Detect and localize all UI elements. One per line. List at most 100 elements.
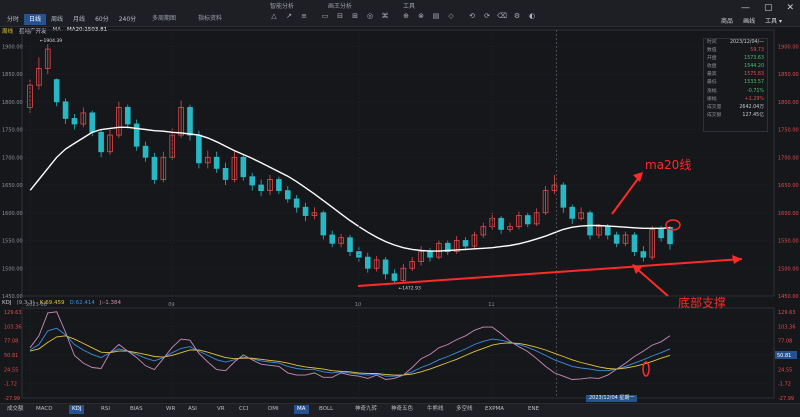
kdj-d-value: D:62.414	[69, 300, 95, 306]
info-key: 成交量	[707, 104, 722, 110]
tool-icon-5[interactable]: ⊞	[352, 12, 358, 20]
indicator-tab-17[interactable]: ENE	[528, 406, 540, 412]
tool-icon-6[interactable]: ◎	[366, 12, 374, 20]
window-controls: — ▢ ✕	[741, 3, 794, 13]
indicator-tab-4[interactable]: BIAS	[130, 406, 143, 412]
info-key: 振幅	[707, 96, 717, 102]
tools-menu[interactable]: 工具 ▾	[765, 18, 782, 25]
kdj-tick-right: 77.08	[778, 339, 792, 345]
tool-icon-12[interactable]: ⟲	[469, 12, 475, 20]
tool-icon-3[interactable]: ▭	[321, 12, 329, 20]
maximize-icon[interactable]: ▢	[763, 3, 773, 13]
indicator-tab-16[interactable]: EXPMA	[485, 406, 505, 412]
tab-3[interactable]: 月线	[73, 16, 86, 23]
tab-0[interactable]: 分时	[7, 16, 20, 23]
candle-body	[44, 48, 51, 69]
candle-body	[400, 267, 407, 281]
kdj-name: KDJ	[2, 300, 12, 306]
candle-body	[329, 234, 336, 244]
info-row: 涨幅 -0.71%	[704, 88, 767, 96]
indicator-tab-10[interactable]: MA	[294, 405, 309, 414]
indicator-tab-6[interactable]: ASI	[188, 406, 197, 412]
candle-body	[178, 106, 184, 136]
candle-body	[267, 179, 273, 191]
indicator-tab-11[interactable]: BOLL	[319, 406, 334, 412]
tab-4[interactable]: 60分	[95, 16, 109, 23]
price-tick-left: 1750.00	[2, 128, 23, 134]
tool-icon-1[interactable]: ↗	[286, 12, 292, 20]
price-tick-left: 1650.00	[2, 183, 23, 189]
tool-icon-4[interactable]: ⊟	[337, 12, 343, 20]
minimize-icon[interactable]: —	[740, 3, 750, 13]
price-tick-left: 1850.00	[2, 72, 23, 78]
kdj-tick-right: 103.36	[778, 324, 796, 330]
indicator-tab-14[interactable]: 牛熊线	[427, 406, 444, 412]
price-tick-right: 1650.00	[778, 183, 799, 189]
tool-icon-7[interactable]: ⌘	[381, 12, 389, 20]
tool-icon-10[interactable]: ▤	[432, 12, 440, 20]
price-tick-left: 1550.00	[2, 239, 23, 245]
tool-icon-8[interactable]: ⊕	[403, 12, 409, 20]
kdj-highlight-circle	[642, 361, 650, 377]
x-label-oct: 10	[355, 302, 361, 308]
commodity-link[interactable]: 商品	[721, 18, 734, 25]
indicator-tab-3[interactable]: RSI	[101, 406, 110, 412]
candle-body	[444, 242, 451, 253]
indicator-tab-7[interactable]: VR	[217, 406, 225, 412]
tool-icon-13[interactable]: ⟳	[484, 12, 490, 20]
candle-body	[142, 145, 149, 158]
close-icon[interactable]: ✕	[786, 3, 794, 13]
indicator-tab-0[interactable]: 成交额	[7, 406, 24, 412]
indicator-tab-15[interactable]: 多空线	[456, 406, 473, 412]
support-pointer-arrowhead	[632, 264, 642, 274]
tool-icon-11[interactable]: ◇	[448, 12, 454, 20]
candle-body	[293, 198, 300, 208]
price-tick-left: 1600.00	[2, 211, 23, 217]
candle-body	[36, 68, 42, 86]
indicator-tab-2[interactable]: KDJ	[69, 405, 85, 414]
indicator-tab-12[interactable]: 神奇九转	[355, 406, 378, 412]
tool-icon-9[interactable]: ⊗	[418, 12, 424, 20]
tool-icon-16[interactable]: ◐	[528, 12, 536, 20]
indicator-tab-9[interactable]: DMI	[268, 406, 279, 412]
tool-icon-15[interactable]: ⚙	[513, 12, 521, 20]
candle-body	[196, 134, 202, 164]
kdj-tick-left: 50.81	[4, 353, 18, 359]
tool-icon-0[interactable]: △	[271, 12, 277, 20]
indicator-tab-13[interactable]: 神奇五色	[391, 406, 414, 412]
candle-body	[560, 184, 567, 208]
candle-body	[338, 237, 344, 244]
indicator-info-link[interactable]: 指标资料	[198, 15, 223, 22]
tab-1[interactable]: 日线	[24, 14, 47, 25]
indicator-tab-5[interactable]: WR	[166, 406, 176, 412]
kdj-legend: KDJ (9,3,3) K:69.459 D:62.414 J:-1.384	[2, 300, 121, 306]
candle-body	[320, 212, 327, 236]
candle-body	[533, 212, 540, 225]
multi-period-link[interactable]: 多周期图	[152, 15, 177, 22]
tab-2[interactable]: 周线	[51, 16, 64, 23]
info-row: 最高 1575.83	[704, 71, 767, 79]
candle-body	[62, 101, 69, 119]
tab-5[interactable]: 240分	[118, 16, 137, 23]
candle-body	[471, 234, 478, 247]
candle-body	[462, 240, 469, 247]
info-row: 开盘 1573.63	[704, 55, 767, 63]
candle-body	[391, 273, 398, 281]
price-tick-right: 1500.00	[778, 266, 799, 272]
right-value-badge-text: 50.81	[777, 353, 791, 359]
info-key: 收盘	[707, 64, 717, 70]
draw-line-link[interactable]: 画线	[743, 18, 756, 25]
x-label-nov: 11	[488, 302, 494, 308]
info-row: 数值 59.73	[704, 47, 767, 55]
indicator-tab-8[interactable]: CCI	[239, 406, 249, 412]
tool-icon-2[interactable]: ≡	[301, 12, 307, 20]
candle-body	[258, 184, 264, 191]
indicator-tab-1[interactable]: MACD	[36, 406, 53, 412]
info-value: 2642.04万	[739, 104, 764, 110]
kdj-tick-left: -1.72	[4, 382, 17, 388]
kdj-tick-right: -1.72	[778, 382, 791, 388]
tool-icon-14[interactable]: ⌫	[497, 12, 507, 20]
stock-name: 星地产开发	[19, 29, 47, 35]
candle-body	[169, 134, 176, 158]
